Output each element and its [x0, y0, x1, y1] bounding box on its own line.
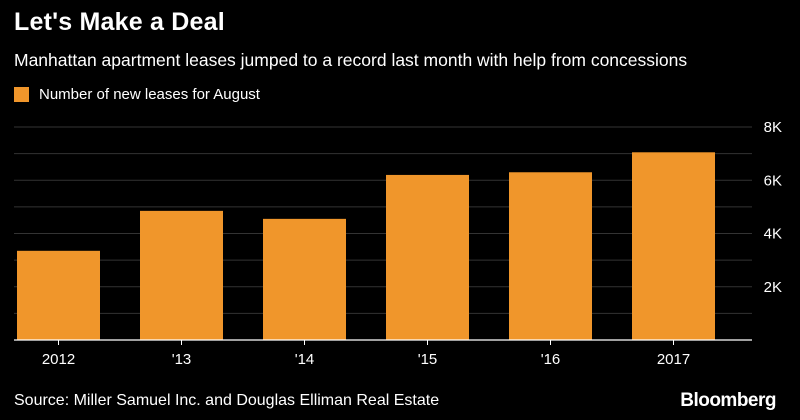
legend: Number of new leases for August — [14, 86, 260, 103]
bar — [386, 174, 469, 340]
y-tick-label: 6K — [764, 172, 782, 189]
source-note: Source: Miller Samuel Inc. and Douglas E… — [14, 392, 440, 409]
legend-swatch — [14, 87, 29, 102]
x-tick-label: 2017 — [657, 351, 690, 368]
y-tick-label: 8K — [764, 119, 782, 136]
bar — [17, 250, 100, 340]
x-tick-label: '13 — [172, 351, 192, 368]
legend-label: Number of new leases for August — [39, 86, 260, 103]
bar — [263, 218, 346, 340]
x-tick-label: 2012 — [42, 351, 75, 368]
bar — [632, 152, 715, 340]
y-tick-label: 2K — [764, 279, 782, 296]
bloomberg-logo: Bloomberg — [680, 390, 776, 411]
bar — [140, 210, 223, 340]
bar — [509, 172, 592, 340]
chart-title: Let's Make a Deal — [14, 8, 225, 36]
x-tick-label: '16 — [541, 351, 561, 368]
chart-subtitle: Manhattan apartment leases jumped to a r… — [14, 50, 688, 70]
y-tick-label: 4K — [764, 226, 782, 243]
x-tick-label: '15 — [418, 351, 438, 368]
x-tick-label: '14 — [295, 351, 315, 368]
